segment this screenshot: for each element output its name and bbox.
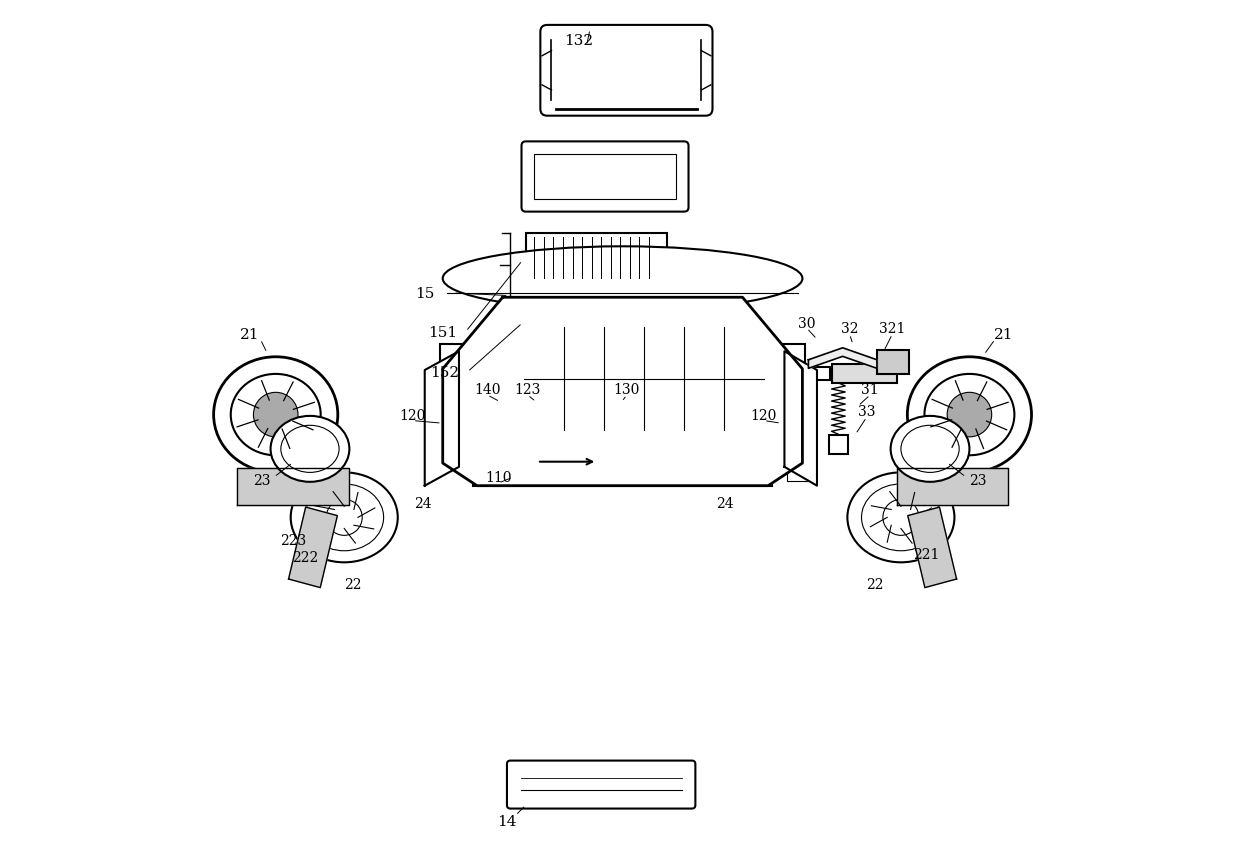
Ellipse shape — [847, 473, 955, 563]
Text: 24: 24 — [715, 496, 733, 511]
Ellipse shape — [908, 357, 1032, 473]
Polygon shape — [908, 507, 956, 588]
Text: 321: 321 — [879, 322, 905, 336]
FancyBboxPatch shape — [541, 26, 713, 116]
Ellipse shape — [253, 393, 298, 437]
Polygon shape — [425, 352, 459, 486]
Ellipse shape — [270, 417, 350, 482]
Text: 15: 15 — [415, 287, 434, 300]
Text: 22: 22 — [867, 578, 884, 592]
Bar — [787, 387, 812, 482]
Bar — [832, 364, 897, 383]
Polygon shape — [785, 352, 817, 486]
Text: 130: 130 — [614, 382, 640, 396]
Bar — [472, 437, 773, 486]
Polygon shape — [237, 468, 348, 505]
Text: 120: 120 — [399, 408, 425, 422]
Bar — [526, 298, 667, 341]
Ellipse shape — [290, 473, 398, 563]
Text: 33: 33 — [858, 405, 875, 418]
Polygon shape — [897, 468, 1008, 505]
Ellipse shape — [890, 417, 970, 482]
Text: 222: 222 — [291, 550, 317, 564]
Text: 24: 24 — [414, 496, 432, 511]
Text: 32: 32 — [841, 322, 858, 336]
Text: 22: 22 — [343, 578, 362, 592]
Bar — [526, 233, 667, 283]
FancyBboxPatch shape — [507, 761, 696, 808]
Text: 152: 152 — [430, 365, 459, 380]
Text: 21: 21 — [994, 328, 1013, 342]
Text: 30: 30 — [799, 317, 816, 331]
Bar — [877, 351, 909, 375]
Text: 123: 123 — [515, 382, 541, 396]
Text: 151: 151 — [428, 325, 458, 339]
Text: 23: 23 — [970, 474, 987, 487]
Text: 21: 21 — [241, 328, 259, 342]
Text: 140: 140 — [474, 382, 501, 396]
Bar — [440, 345, 464, 430]
Text: 14: 14 — [497, 814, 517, 827]
Bar — [830, 436, 848, 455]
Text: 221: 221 — [914, 548, 940, 561]
Bar — [429, 370, 455, 465]
Bar — [781, 345, 805, 430]
Ellipse shape — [443, 247, 802, 311]
Bar — [779, 367, 830, 381]
Text: 120: 120 — [750, 408, 777, 422]
Polygon shape — [443, 298, 802, 486]
Text: 223: 223 — [280, 533, 306, 547]
Polygon shape — [289, 507, 337, 588]
Text: 31: 31 — [862, 382, 879, 396]
Text: 110: 110 — [485, 471, 512, 485]
FancyBboxPatch shape — [522, 142, 688, 213]
Text: 132: 132 — [564, 34, 594, 48]
Ellipse shape — [947, 393, 992, 437]
Bar — [525, 328, 764, 430]
Bar — [534, 155, 676, 200]
Text: 23: 23 — [253, 474, 270, 487]
Polygon shape — [808, 349, 877, 369]
Ellipse shape — [213, 357, 337, 473]
